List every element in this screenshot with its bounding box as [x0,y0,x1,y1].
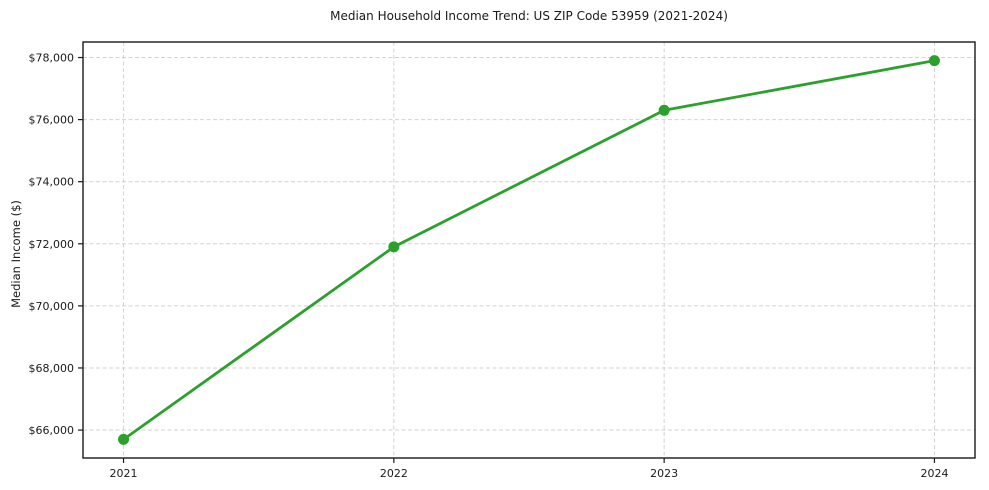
data-point-marker [658,104,670,116]
y-tick-label: $68,000 [29,362,75,375]
y-tick-label: $76,000 [29,114,75,127]
chart-title: Median Household Income Trend: US ZIP Co… [330,9,728,23]
data-point-marker [928,55,940,67]
axes-border [82,41,976,459]
x-tick-label: 2024 [920,467,948,480]
y-tick-label: $72,000 [29,238,75,251]
x-tick-label: 2023 [650,467,678,480]
data-point-marker [118,433,130,445]
data-line [122,59,936,441]
y-tick-label: $66,000 [29,424,75,437]
y-tick-label: $78,000 [29,52,75,65]
y-tick-label: $74,000 [29,176,75,189]
x-tick-label: 2021 [110,467,138,480]
plot-background [83,42,975,458]
y-tick-label: $70,000 [29,300,75,313]
x-tick-label: 2022 [380,467,408,480]
data-point-marker [388,241,400,253]
